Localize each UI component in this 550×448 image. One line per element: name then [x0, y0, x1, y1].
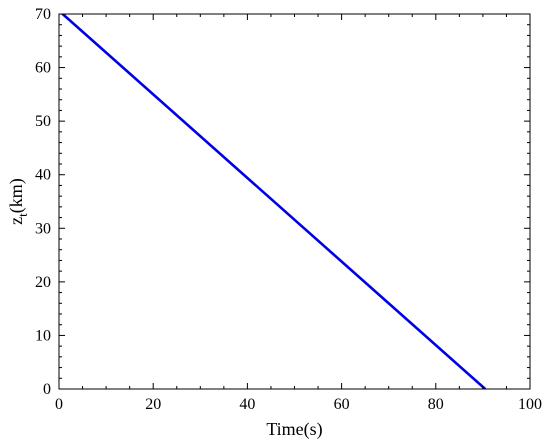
x-tick-label: 20 [145, 396, 161, 413]
x-tick-label: 100 [518, 396, 542, 413]
y-axis-title-base: z [6, 217, 26, 225]
x-tick-label: 80 [428, 396, 444, 413]
y-tick-label: 20 [35, 274, 51, 291]
y-axis-title-unit: (km) [6, 178, 27, 213]
y-tick-label: 70 [35, 6, 51, 23]
y-axis-title: zt(km) [6, 178, 30, 225]
y-tick-label: 10 [35, 327, 51, 344]
label-layer: 0 20 40 60 80 100 0 10 20 30 40 50 60 70 [35, 6, 542, 413]
y-tick-label: 50 [35, 113, 51, 130]
y-tick-label: 60 [35, 60, 51, 77]
plot-frame [58, 13, 531, 390]
y-tick-label: 40 [35, 167, 51, 184]
x-axis-title: Time(s) [266, 419, 322, 440]
x-tick-label: 40 [239, 396, 255, 413]
series-line-1 [60, 14, 487, 389]
y-tick-label: 0 [43, 381, 51, 398]
y-axis-title-subscript: t [15, 213, 30, 217]
series-layer [60, 14, 487, 389]
x-tick-label: 60 [334, 396, 350, 413]
x-tick-label: 0 [55, 396, 63, 413]
y-tick-label: 30 [35, 220, 51, 237]
tick-layer [58, 13, 531, 390]
